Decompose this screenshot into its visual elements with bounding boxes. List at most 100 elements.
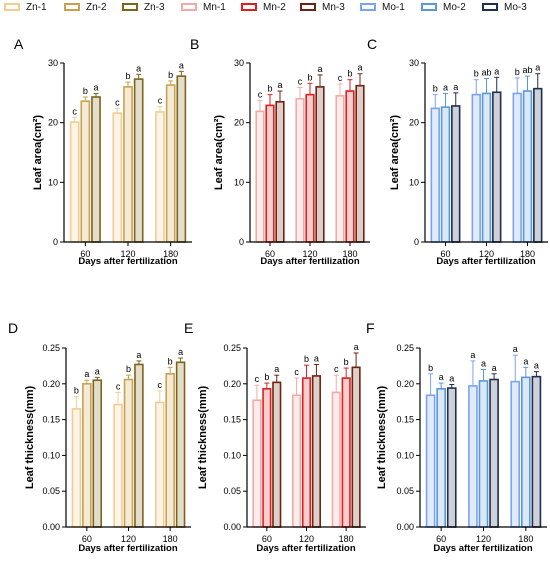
y-tick-label: 0.15 [223,415,241,425]
legend-swatch [300,3,316,11]
x-tick-label: 60 [80,249,90,259]
legend-label: Zn-3 [144,2,165,13]
significance-letter: a [470,350,475,360]
significance-letter: a [494,66,499,76]
bar-zn-2-180 [165,372,175,528]
significance-letter: c [115,97,120,107]
x-axis-label: Days after fertilization [433,543,532,554]
significance-letter: a [95,366,100,376]
y-tick-label: 0.25 [223,343,241,353]
y-tick-label: 20 [48,118,58,128]
bar-zn-3-120 [133,78,144,243]
bar-zn-3-60 [92,379,103,528]
significance-letter: c [158,96,163,106]
significance-letter: b [267,84,272,94]
bar-mn-1-60 [252,399,262,528]
x-tick-label: 60 [436,534,446,544]
bar-mo-3-60 [451,105,461,243]
legend-swatch [241,3,257,11]
significance-letter: b [515,67,520,77]
significance-letter: b [428,363,433,373]
bar-mn-3-120 [311,375,321,528]
significance-letter: c [334,364,339,374]
y-tick-label: 0.25 [396,343,414,353]
y-axis-label: Leaf thickness(mm) [197,386,209,490]
chart-panel-e: E Leaf thickness(mm) 0.00 0.05 0.10 0.15 0.20 0… [184,320,366,554]
bar-mo-1-60 [425,394,436,528]
bar-zn-2-120 [123,378,134,528]
bar-zn-3-120 [134,363,144,528]
x-tick-label: 180 [163,249,178,259]
y-tick-label: 0 [414,237,419,247]
chart-panel-d: D Leaf thickness(mm) 0.00 0.05 0.10 0.15 0.20 0… [8,320,191,554]
y-tick-label: 0.00 [223,522,241,532]
bar-zn-2-120 [123,86,133,243]
panel-label: F [366,320,375,336]
bar-mn-2-60 [262,388,272,528]
legend-label: Zn-2 [86,2,107,13]
significance-letter: b [433,84,438,94]
legend-swatch [64,3,80,11]
x-tick-label: 180 [520,249,535,259]
y-axis-label: Leaf thickness(mm) [376,386,388,490]
y-tick-label: 0.10 [42,450,60,460]
significance-letter: a [354,342,359,352]
legend-label: Mn-1 [203,2,226,13]
x-tick-label: 120 [299,534,314,544]
x-axis-label: Days after fertilization [260,256,359,267]
significance-letter: a [357,63,362,73]
significance-letter: a [481,358,486,368]
legend-label: Mo-3 [504,2,527,13]
significance-letter: b [344,357,349,367]
y-tick-label: 0.05 [396,486,414,496]
significance-letter: ab [522,65,532,75]
bar-mn-2-180 [341,377,351,528]
significance-letter: a [179,60,184,70]
bar-mn-2-180 [345,90,355,243]
y-tick-label: 0.25 [42,343,60,353]
significance-letter: c [72,106,77,116]
significance-letter: b [168,356,173,366]
chart-panel-f: F Leaf thickness(mm) 0.00 0.05 0.10 0.15 0.20 0… [366,320,547,554]
panel-label: D [8,320,18,336]
y-tick-label: 20 [234,118,244,128]
bar-mn-1-180 [331,391,341,528]
significance-letter: a [317,64,322,74]
x-tick-label: 60 [262,534,272,544]
significance-letter: c [255,374,260,384]
significance-letter: c [294,367,299,377]
y-tick-label: 0.10 [396,450,414,460]
bar-zn-2-180 [165,84,176,243]
x-tick-label: 120 [302,249,317,259]
bar-mo-3-120 [489,378,499,528]
panel-label: E [184,320,193,336]
bar-mo-2-120 [481,92,492,243]
significance-letter: b [83,86,88,96]
significance-letter: b [264,372,269,382]
legend-swatch [421,3,437,11]
bar-mo-1-120 [471,93,481,243]
x-tick-label: 120 [121,534,136,544]
y-tick-label: 0.05 [223,486,241,496]
bar-zn-1-60 [71,408,82,528]
bar-mn-1-120 [292,394,302,528]
y-tick-label: 0.20 [223,379,241,389]
significance-letter: a [534,361,539,371]
bar-zn-1-60 [69,121,80,243]
significance-letter: a [136,63,141,73]
legend-swatch [4,3,20,11]
bar-mo-2-60 [440,106,451,243]
legend-label: Zn-1 [26,2,47,13]
x-tick-label: 60 [82,534,92,544]
bar-mn-2-120 [305,93,315,243]
bar-mn-3-180 [355,84,365,243]
bar-zn-2-60 [80,100,91,243]
y-tick-label: 20 [409,118,419,128]
significance-letter: b [125,71,130,81]
significance-letter: c [116,381,121,391]
significance-letter: a [453,82,458,92]
x-axis-label: Days after fertilization [436,256,535,267]
significance-letter: a [535,63,540,73]
